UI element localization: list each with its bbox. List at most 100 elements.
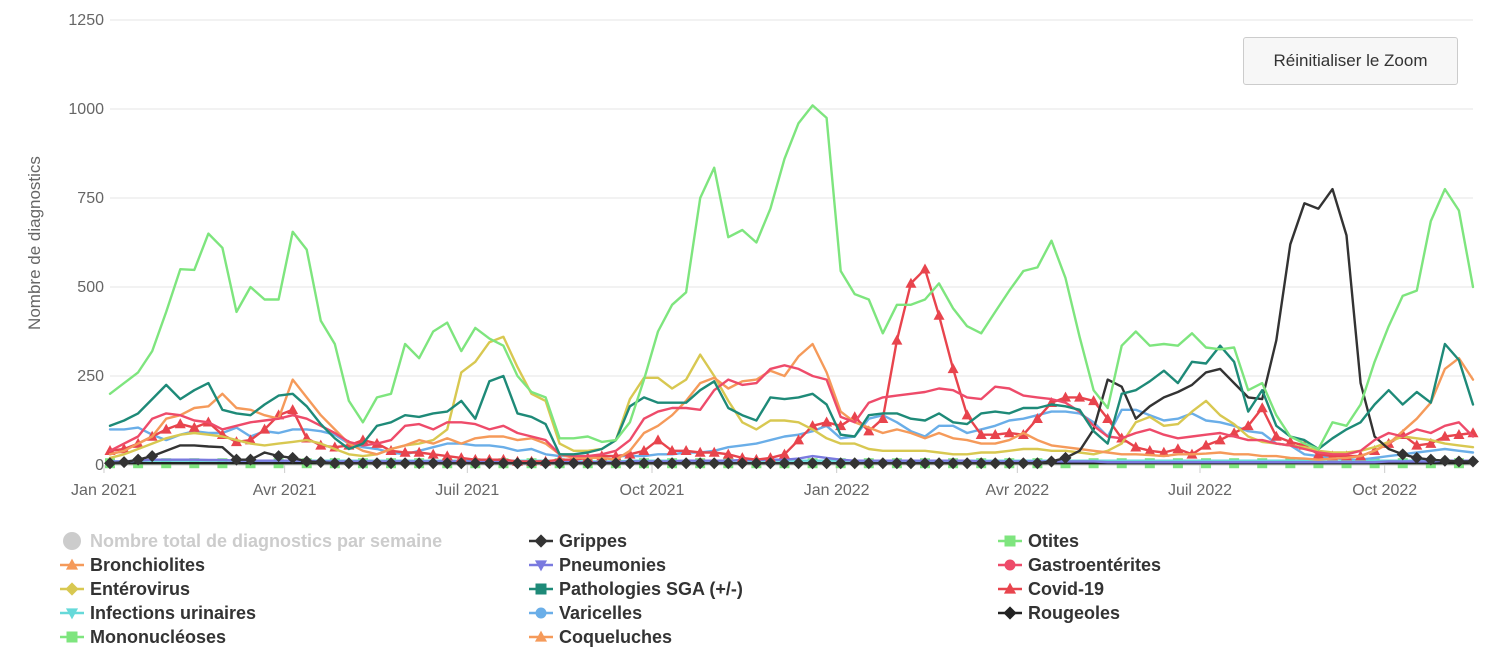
x-tick-label: Juil 2022 xyxy=(1168,482,1232,499)
data-point xyxy=(483,457,496,470)
legend-item[interactable]: Otites xyxy=(998,530,1079,552)
legend-item[interactable]: Gastroentérites xyxy=(998,554,1161,576)
legend-item[interactable]: Mononucléoses xyxy=(60,626,226,648)
data-point xyxy=(736,452,748,463)
legend-item[interactable]: Nombre total de diagnostics par semaine xyxy=(60,530,442,552)
data-point xyxy=(890,457,903,470)
data-point xyxy=(947,457,960,470)
legend-item[interactable]: Pneumonies xyxy=(529,554,666,576)
legend-symbol-icon xyxy=(60,582,84,596)
series-10 xyxy=(108,408,1475,461)
data-point xyxy=(975,457,988,470)
data-point xyxy=(891,334,903,345)
legend-symbol-icon xyxy=(529,583,553,595)
data-point xyxy=(1467,455,1479,468)
data-point xyxy=(160,423,172,434)
data-point xyxy=(413,446,425,457)
data-point xyxy=(652,434,664,445)
y-tick-label: 1250 xyxy=(68,12,104,29)
data-point xyxy=(637,457,650,470)
data-point xyxy=(1284,436,1296,447)
legend-item[interactable]: Coqueluches xyxy=(529,626,672,648)
legend-label: Grippes xyxy=(559,530,628,551)
reset-zoom-button[interactable]: Réinitialiser le Zoom xyxy=(1243,37,1458,85)
series-1 xyxy=(104,187,1479,470)
data-point xyxy=(525,457,538,470)
data-point xyxy=(427,457,440,470)
y-tick-label: 250 xyxy=(77,368,104,385)
data-point xyxy=(539,457,552,470)
legend-label: Gastroentérites xyxy=(1028,554,1162,575)
data-point xyxy=(694,457,707,470)
y-tick-label: 500 xyxy=(77,279,104,296)
data-point xyxy=(806,457,819,470)
series-line xyxy=(108,104,1475,451)
legend-item[interactable]: Varicelles xyxy=(529,602,642,624)
data-point xyxy=(286,451,299,464)
data-point xyxy=(567,457,580,470)
legend-item[interactable]: Covid-19 xyxy=(998,578,1104,600)
data-point xyxy=(778,448,790,459)
data-point xyxy=(961,409,973,420)
series-7 xyxy=(108,342,1475,456)
data-point xyxy=(919,263,931,274)
data-point xyxy=(1045,455,1058,468)
data-point xyxy=(918,457,931,470)
data-point xyxy=(1130,441,1142,452)
data-point xyxy=(1172,443,1184,454)
data-point xyxy=(989,428,1001,439)
data-point xyxy=(694,446,706,457)
data-point xyxy=(778,457,791,470)
legend-symbol-icon xyxy=(998,535,1022,547)
legend-label: Bronchiolites xyxy=(90,554,206,575)
grid-lines xyxy=(110,19,1473,466)
data-point xyxy=(1088,395,1100,406)
data-point xyxy=(680,457,693,470)
data-point xyxy=(1200,439,1212,450)
data-point xyxy=(455,457,468,470)
legend-item[interactable]: Grippes xyxy=(529,530,627,552)
legend-symbol-icon xyxy=(998,606,1022,620)
data-point xyxy=(666,457,679,470)
data-point xyxy=(764,452,776,463)
legend-symbol-icon xyxy=(529,630,553,642)
data-point xyxy=(680,445,692,456)
data-point xyxy=(750,457,763,470)
data-point xyxy=(300,455,313,468)
plot-area xyxy=(104,104,1479,470)
data-point xyxy=(904,457,917,470)
series-6 xyxy=(108,335,1475,460)
data-point xyxy=(820,457,833,470)
data-point xyxy=(132,453,145,466)
legend-item[interactable]: Pathologies SGA (+/-) xyxy=(529,578,743,600)
x-tick-label: Avr 2021 xyxy=(253,482,317,499)
legend-item[interactable]: Entérovirus xyxy=(60,578,190,600)
legend-item[interactable]: Bronchiolites xyxy=(60,554,205,576)
data-point xyxy=(764,457,777,470)
data-point xyxy=(792,457,805,470)
data-point xyxy=(877,412,889,423)
data-point xyxy=(1410,451,1423,464)
y-tick-label: 750 xyxy=(77,190,104,207)
x-axis: Jan 2021 Avr 2021 Juil 2021 Oct 2021 Jan 202… xyxy=(71,465,1417,499)
legend-item[interactable]: Infections urinaires xyxy=(60,602,256,624)
data-point xyxy=(736,457,749,470)
data-point xyxy=(905,277,917,288)
data-point xyxy=(287,404,299,415)
data-point xyxy=(595,457,608,470)
data-point xyxy=(1270,430,1282,441)
data-point xyxy=(652,457,665,470)
data-point xyxy=(314,456,327,469)
data-point xyxy=(609,457,622,470)
data-point xyxy=(933,309,945,320)
legend-label: Otites xyxy=(1028,530,1080,551)
legend-item[interactable]: Rougeoles xyxy=(998,602,1120,624)
data-point xyxy=(933,457,946,470)
data-point xyxy=(1059,451,1072,464)
legend-symbol-icon xyxy=(60,558,84,570)
data-point xyxy=(1453,428,1465,439)
data-point xyxy=(708,457,721,470)
data-point xyxy=(497,457,510,470)
data-point xyxy=(876,457,889,470)
